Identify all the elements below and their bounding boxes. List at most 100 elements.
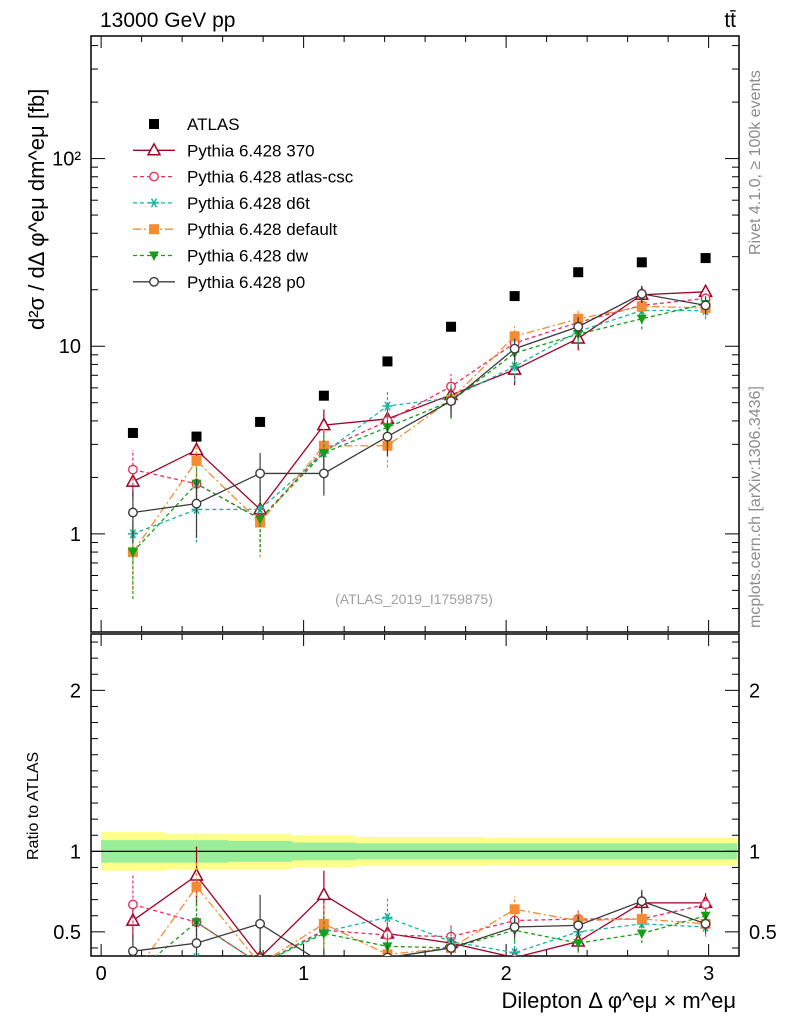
point-pythia-6-428-p0 [382,431,393,442]
point-pythia-6-428-dw [318,448,329,459]
ratio-point-pythia-6-428-p0 [509,922,520,932]
data-point-atlas [382,356,393,367]
y-tick-label-top: 10 [59,336,81,358]
y-tick-label-bottom-right: 0.5 [749,922,777,944]
y-tick-label-top: 10² [52,149,81,171]
x-axis-title: Dilepton Δ φ^eμ × m^eμ [501,988,736,1013]
bottom-panel-frame [90,633,740,957]
point-pythia-6-428-p0 [509,343,520,354]
legend-label-pythia-6-428-atlas-csc: Pythia 6.428 atlas-csc [187,168,354,187]
energy-label: 13000 GeV pp [100,9,235,32]
ratio-point-pythia-6-428-p0 [320,960,329,969]
ratio-point-pythia-6-428-p0 [446,943,456,953]
ratio-point-pythia-6-428-370 [316,886,332,901]
mcplots-label: mcplots.cern.ch [arXiv:1306.3436] [747,386,764,628]
y-tick-label-bottom-right: 1 [749,841,760,863]
ratio-point-pythia-6-428-default [636,913,647,924]
x-tick-label: 2 [501,963,512,985]
legend-label-pythia-6-428-370: Pythia 6.428 370 [187,141,315,160]
legend-marker-atlas [149,119,159,129]
series-line-pythia-6-428-atlas-csc [132,297,706,520]
point-pythia-6-428-p0 [191,498,202,509]
point-pythia-6-428-p0 [700,300,711,311]
top-panel-frame [90,35,740,633]
ratio-point-pythia-6-428-d6t [193,952,200,956]
ratio-point-pythia-6-428-p0 [191,938,202,949]
y-axis-title-top: d²σ / dΔ φ^eμ dm^eμ [fb] [24,89,49,330]
ratio-point-pythia-6-428-d6t [382,912,393,923]
ratio-point-pythia-6-428-p0 [382,952,393,956]
ratio-point-pythia-6-428-dw [318,929,329,939]
y-tick-label-bottom: 2 [70,680,81,702]
ratio-point-pythia-6-428-p0 [636,896,647,907]
legend-label-pythia-6-428-d6t: Pythia 6.428 d6t [187,194,310,213]
ratio-point-pythia-6-428-370 [125,912,141,926]
legend-marker-pythia-6-428-default [149,224,159,235]
ratio-point-pythia-6-428-d6t [128,961,138,970]
point-pythia-6-428-p0 [318,468,329,479]
ratio-line-pythia-6-428-atlas-csc [132,903,706,956]
data-point-atlas [127,427,138,438]
ratio-line-pythia-6-428-default [145,885,706,956]
ratio-line-pythia-6-428-370 [132,874,706,956]
point-pythia-6-428-dw [127,548,138,558]
ratio-point-pythia-6-428-atlas-csc [256,960,265,969]
ratio-point-pythia-6-428-default [128,970,138,980]
legend-marker-pythia-6-428-atlas-csc [149,171,159,182]
analysis-label: (ATLAS_2019_I1759875) [335,591,493,607]
series-line-pythia-6-428-default [132,305,706,553]
ratio-point-pythia-6-428-default [509,904,520,915]
legend-marker-pythia-6-428-370 [146,142,162,156]
ratio-line-pythia-6-428-p0 [132,900,706,956]
legend-label-pythia-6-428-p0: Pythia 6.428 p0 [187,273,305,292]
y-tick-label-bottom: 0.5 [53,922,81,944]
ratio-point-pythia-6-428-dw [255,960,265,970]
ratio-point-pythia-6-428-p0 [700,918,711,929]
data-point-atlas [700,253,711,264]
y-tick-label-top: 1 [70,524,81,546]
legend-label-pythia-6-428-default: Pythia 6.428 default [187,220,338,239]
ratio-point-pythia-6-428-dw [573,939,584,949]
point-pythia-6-428-d6t [382,401,393,411]
point-pythia-6-428-dw [636,314,647,325]
legend-marker-pythia-6-428-dw [149,251,159,261]
ratio-point-pythia-6-428-p0 [573,920,584,931]
data-point-atlas [573,267,584,278]
ratio-point-pythia-6-428-atlas-csc [127,899,138,910]
series-line-pythia-6-428-dw [132,303,706,553]
point-pythia-6-428-default [191,455,202,466]
ratio-point-pythia-6-428-default [255,959,265,969]
data-point-atlas [255,416,266,427]
point-pythia-6-428-p0 [127,507,138,518]
point-pythia-6-428-dw [255,515,266,525]
rivet-label: Rivet 4.1.0, ≥ 100k events [747,70,764,255]
ratio-point-pythia-6-428-d6t [509,948,520,956]
point-pythia-6-428-p0 [446,396,456,407]
point-pythia-6-428-d6t [509,361,520,372]
ratio-point-pythia-6-428-d6t [255,960,265,969]
y-tick-label-bottom: 1 [70,841,81,863]
data-point-atlas [446,321,457,332]
ratio-point-pythia-6-428-p0 [255,918,266,929]
point-pythia-6-428-default [509,331,520,342]
x-tick-label: 3 [703,963,714,985]
point-pythia-6-428-p0 [573,321,584,332]
y-tick-label-bottom-right: 2 [749,680,760,702]
point-pythia-6-428-default [636,301,647,312]
series-line-pythia-6-428-370 [132,291,706,511]
ratio-point-pythia-6-428-dw [128,971,138,981]
ratio-point-pythia-6-428-default [191,881,202,892]
process-label: tt̄ [724,9,736,32]
x-tick-label: 0 [96,963,107,985]
legend-label-pythia-6-428-dw: Pythia 6.428 dw [187,247,309,266]
series-line-pythia-6-428-d6t [132,309,706,535]
point-pythia-6-428-atlas-csc [127,464,138,475]
point-pythia-6-428-p0 [636,288,647,299]
ratio-point-pythia-6-428-p0 [127,946,138,956]
data-point-atlas [509,291,520,302]
legend-marker-pythia-6-428-p0 [149,276,159,287]
y-axis-title-bottom: Ratio to ATLAS [25,752,42,860]
data-point-atlas [191,431,202,442]
point-pythia-6-428-p0 [255,468,266,479]
